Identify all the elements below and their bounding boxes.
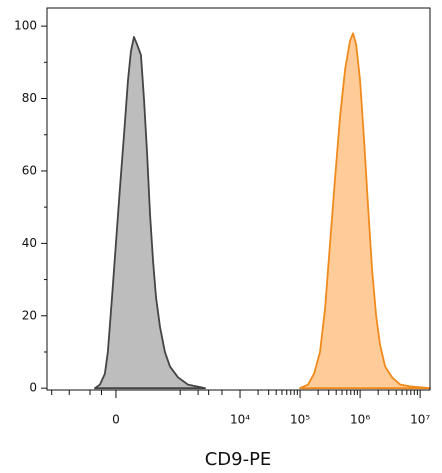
x-tick-label: 10⁴: [230, 413, 250, 427]
x-tick-label: 10⁶: [350, 413, 370, 427]
histogram-area: [299, 32, 431, 390]
x-tick-label: 0: [112, 413, 120, 427]
plot-frame: [46, 7, 431, 391]
histogram-area: [93, 36, 206, 390]
x-tick-label: 10⁵: [290, 413, 310, 427]
x-axis-label: CD9-PE: [205, 449, 272, 470]
y-tick-label: 60: [22, 163, 37, 177]
y-tick-label: 0: [29, 381, 37, 395]
y-tick-label: 20: [22, 308, 37, 322]
y-tick-label: 100: [14, 19, 37, 33]
y-tick-label: 40: [22, 236, 37, 250]
x-tick-label: 10⁷: [410, 413, 430, 427]
y-tick-label: 80: [22, 91, 37, 105]
